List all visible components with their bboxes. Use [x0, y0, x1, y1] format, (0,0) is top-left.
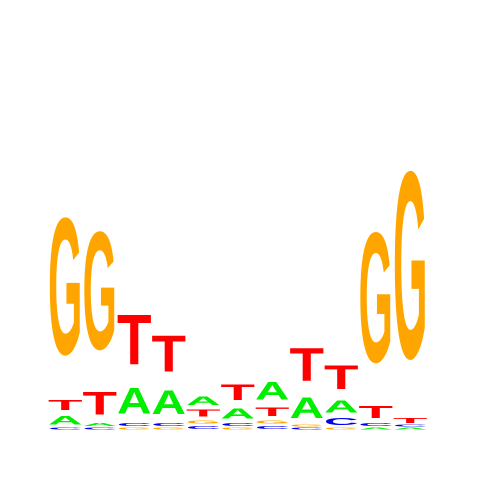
- logo-letter-T: T: [48, 397, 82, 414]
- logo-letter-A: A: [117, 381, 151, 423]
- logo-letter-T: T: [255, 405, 290, 419]
- logo-letter-G: G: [324, 427, 358, 430]
- logo-letter-G: G: [393, 116, 427, 415]
- logo-letter-A: A: [82, 422, 117, 428]
- logo-letter-A: A: [220, 405, 255, 421]
- logo-letter-C: C: [48, 427, 82, 430]
- logo-letter-C: C: [324, 416, 358, 427]
- logo-letter-A: A: [152, 383, 186, 422]
- logo-letter-G: G: [359, 194, 393, 402]
- logo-letter-G: G: [186, 419, 221, 425]
- logo-letter-G: G: [117, 427, 151, 430]
- logo-letter-A: A: [48, 414, 82, 428]
- logo-letter-C: C: [220, 422, 255, 428]
- logo-letter-C: C: [393, 424, 427, 427]
- logo-letter-G: G: [221, 427, 255, 430]
- logo-letter-T: T: [186, 408, 221, 419]
- logo-letter-C: C: [83, 427, 117, 430]
- logo-letter-T: T: [221, 380, 255, 405]
- logo-letter-T: T: [324, 358, 359, 396]
- logo-letter-T: T: [83, 385, 117, 421]
- logo-letter-A: A: [290, 392, 324, 425]
- logo-letter-C: C: [186, 425, 221, 431]
- logo-letter-G: G: [255, 419, 290, 425]
- logo-letter-T: T: [393, 416, 428, 424]
- logo-letter-C: C: [151, 422, 186, 428]
- logo-letter-A: A: [255, 378, 289, 405]
- logo-letter-T: T: [152, 326, 186, 383]
- logo-letter-C: C: [255, 425, 290, 431]
- logo-letter-A: A: [324, 396, 358, 416]
- logo-letter-G: G: [152, 427, 186, 430]
- logo-letter-C: C: [290, 427, 324, 430]
- logo-letter-T: T: [290, 339, 325, 391]
- logo-letter-A: A: [359, 427, 393, 430]
- logo-letter-G: G: [48, 179, 82, 397]
- logo-letter-C: C: [117, 422, 152, 428]
- logo-letter-T: T: [359, 402, 394, 421]
- logo-letter-C: C: [358, 422, 393, 428]
- logo-letter-A: A: [393, 427, 427, 430]
- logo-letter-A: A: [186, 394, 220, 408]
- logo-letter-G: G: [290, 424, 324, 427]
- logo-letter-T: T: [117, 300, 151, 380]
- logo-letter-G: G: [83, 198, 117, 385]
